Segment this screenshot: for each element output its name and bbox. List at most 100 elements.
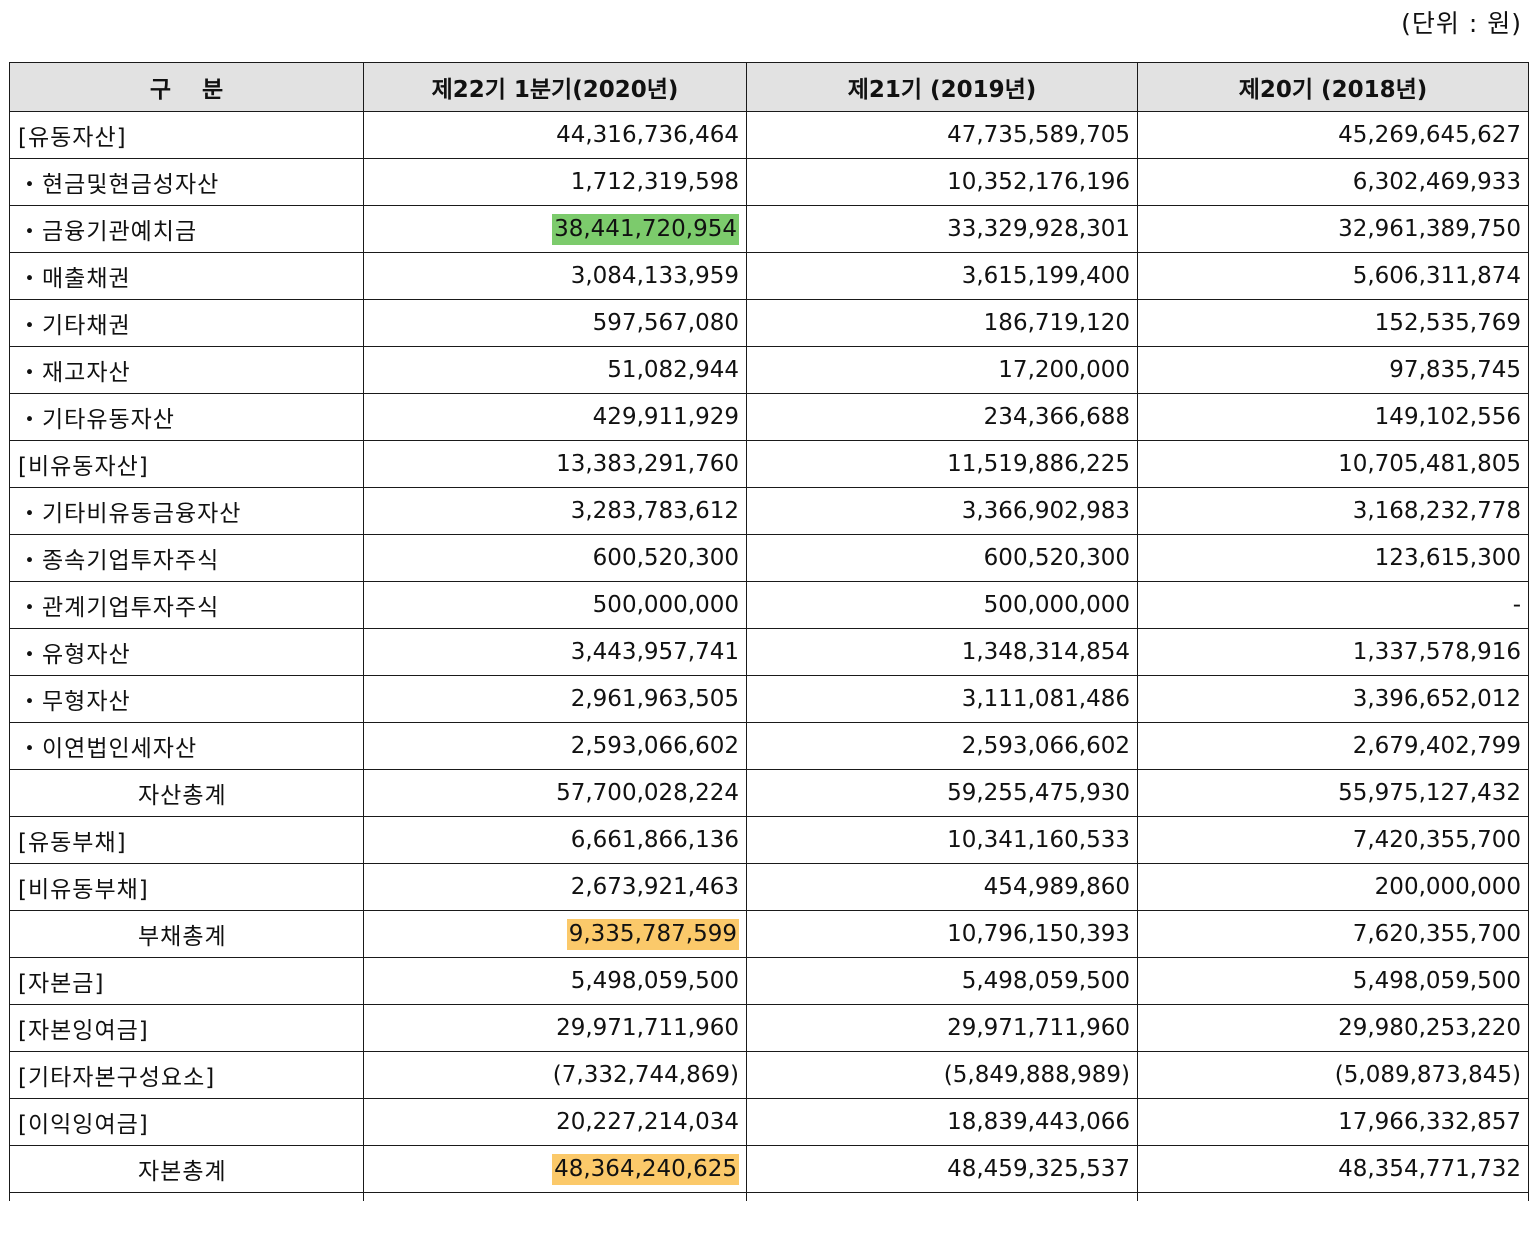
- table-row: ・현금및현금성자산 1,712,319,598 10,352,176,196 6,30…: [9, 158, 1529, 206]
- cell-value: 17,200,000: [746, 346, 1138, 394]
- table-row: ・기타비유동금융자산 3,283,783,612 3,366,902,983 3,16…: [9, 487, 1529, 535]
- row-label: ・유형자산: [9, 628, 364, 676]
- cell-value: 10,705,481,805: [1137, 440, 1529, 488]
- cell-value: 5,498,059,500: [363, 957, 747, 1005]
- cell-value: 3,111,081,486: [746, 675, 1138, 723]
- cell-value: 429,911,929: [363, 393, 747, 441]
- cell-value: 152,535,769: [1137, 299, 1529, 347]
- cell-value: 47,735,589,705: [746, 111, 1138, 159]
- table-row: ・매출채권 3,084,133,959 3,615,199,400 5,606,311…: [9, 252, 1529, 300]
- cell-value: 7,620,355,700: [1137, 910, 1529, 958]
- row-label: ・무형자산: [9, 675, 364, 723]
- row-label: ・금융기관예치금: [9, 205, 364, 253]
- cell-value: 48,459,325,537: [746, 1145, 1138, 1193]
- table-row: ・재고자산 51,082,944 17,200,000 97,835,745: [9, 346, 1529, 394]
- table-row: [자본금] 5,498,059,500 5,498,059,500 5,498,059…: [9, 957, 1529, 1005]
- balance-sheet-table: 구 분 제22기 1분기(2020년) 제21기 (2019년) 제20기 (2…: [9, 62, 1529, 1201]
- cell-value: 29,971,711,960: [363, 1004, 747, 1052]
- cell-value: 48,364,240,625: [363, 1145, 747, 1193]
- cell-value: 600,520,300: [363, 534, 747, 582]
- cell-value: 234,366,688: [746, 393, 1138, 441]
- table-row: [이익잉여금] 20,227,214,034 18,839,443,066 17,96…: [9, 1098, 1529, 1146]
- empty-cell: [9, 1192, 364, 1201]
- cell-value: 10,796,150,393: [746, 910, 1138, 958]
- row-label: ・재고자산: [9, 346, 364, 394]
- cell-value: 13,383,291,760: [363, 440, 747, 488]
- cell-value: 600,520,300: [746, 534, 1138, 582]
- row-label: ・기타비유동금융자산: [9, 487, 364, 535]
- table-row: ・관계기업투자주식 500,000,000 500,000,000-: [9, 581, 1529, 629]
- cell-value: 5,498,059,500: [1137, 957, 1529, 1005]
- cell-value: 11,519,886,225: [746, 440, 1138, 488]
- cell-value: 3,443,957,741: [363, 628, 747, 676]
- cell-value: 123,615,300: [1137, 534, 1529, 582]
- cell-value: 6,302,469,933: [1137, 158, 1529, 206]
- highlighted-value: 38,441,720,954: [552, 213, 739, 245]
- cell-value: 1,712,319,598: [363, 158, 747, 206]
- cell-value: 3,168,232,778: [1137, 487, 1529, 535]
- cell-value: 3,396,652,012: [1137, 675, 1529, 723]
- cell-value: 7,420,355,700: [1137, 816, 1529, 864]
- row-label: 자본총계: [9, 1145, 364, 1193]
- table-row: ・기타채권 597,567,080 186,719,120 152,535,769: [9, 299, 1529, 347]
- cell-value: 45,269,645,627: [1137, 111, 1529, 159]
- table-row: 자본총계 48,364,240,625 48,459,325,537 48,354,7…: [9, 1145, 1529, 1193]
- table-row: ・유형자산 3,443,957,741 1,348,314,854 1,337,578…: [9, 628, 1529, 676]
- row-label: [비유동부채]: [9, 863, 364, 911]
- row-label: ・기타유동자산: [9, 393, 364, 441]
- cell-value: 2,673,921,463: [363, 863, 747, 911]
- cell-value: 1,337,578,916: [1137, 628, 1529, 676]
- table-row: ・기타유동자산 429,911,929 234,366,688 149,102,556: [9, 393, 1529, 441]
- cell-value: 149,102,556: [1137, 393, 1529, 441]
- cell-value: 5,606,311,874: [1137, 252, 1529, 300]
- cell-value: 29,980,253,220: [1137, 1004, 1529, 1052]
- cell-value: 59,255,475,930: [746, 769, 1138, 817]
- table-row: 부채총계 9,335,787,599 10,796,150,393 7,620,355…: [9, 910, 1529, 958]
- row-label: 자산총계: [9, 769, 364, 817]
- highlighted-value: 48,364,240,625: [552, 1153, 739, 1185]
- cell-value: 32,961,389,750: [1137, 205, 1529, 253]
- highlighted-value: 9,335,787,599: [566, 918, 739, 950]
- row-label: ・관계기업투자주식: [9, 581, 364, 629]
- cell-value: 3,366,902,983: [746, 487, 1138, 535]
- table-row: [유동자산] 44,316,736,464 47,735,589,705 45,269…: [9, 111, 1529, 159]
- row-label: ・이연법인세자산: [9, 722, 364, 770]
- cell-value: -: [1137, 581, 1529, 629]
- cell-value: 38,441,720,954: [363, 205, 747, 253]
- row-label: [비유동자산]: [9, 440, 364, 488]
- cell-value: 57,700,028,224: [363, 769, 747, 817]
- header-period-22: 제22기 1분기(2020년): [363, 62, 747, 112]
- cell-value: 20,227,214,034: [363, 1098, 747, 1146]
- row-label: 부채총계: [9, 910, 364, 958]
- table-header-row: 구 분 제22기 1분기(2020년) 제21기 (2019년) 제20기 (2…: [9, 62, 1529, 112]
- row-label: [기타자본구성요소]: [9, 1051, 364, 1099]
- row-label: ・매출채권: [9, 252, 364, 300]
- cell-value: 10,352,176,196: [746, 158, 1138, 206]
- empty-cell: [1137, 1192, 1529, 1201]
- cell-value: 500,000,000: [363, 581, 747, 629]
- row-label: [이익잉여금]: [9, 1098, 364, 1146]
- row-label: [자본잉여금]: [9, 1004, 364, 1052]
- header-period-20: 제20기 (2018년): [1137, 62, 1529, 112]
- cell-value: 2,679,402,799: [1137, 722, 1529, 770]
- cell-value: 6,661,866,136: [363, 816, 747, 864]
- row-label: [유동부채]: [9, 816, 364, 864]
- cell-value: 5,498,059,500: [746, 957, 1138, 1005]
- row-label: ・종속기업투자주식: [9, 534, 364, 582]
- cell-value: 597,567,080: [363, 299, 747, 347]
- cell-value: 10,341,160,533: [746, 816, 1138, 864]
- cell-value: (7,332,744,869): [363, 1051, 747, 1099]
- table-row: [유동부채] 6,661,866,136 10,341,160,533 7,420,3…: [9, 816, 1529, 864]
- cell-value: 3,615,199,400: [746, 252, 1138, 300]
- cell-value: 2,593,066,602: [363, 722, 747, 770]
- table-row: 자산총계 57,700,028,224 59,255,475,930 55,975,1…: [9, 769, 1529, 817]
- cell-value: 1,348,314,854: [746, 628, 1138, 676]
- table-row: ・무형자산 2,961,963,505 3,111,081,486 3,396,652…: [9, 675, 1529, 723]
- table-row: ・이연법인세자산 2,593,066,602 2,593,066,602 2,679,…: [9, 722, 1529, 770]
- cell-value: 17,966,332,857: [1137, 1098, 1529, 1146]
- cell-value: 33,329,928,301: [746, 205, 1138, 253]
- table-row: [비유동부채] 2,673,921,463 454,989,860 200,000,0…: [9, 863, 1529, 911]
- cell-value: 18,839,443,066: [746, 1098, 1138, 1146]
- table-row: [기타자본구성요소] (7,332,744,869) (5,849,888,989)…: [9, 1051, 1529, 1099]
- empty-cell: [746, 1192, 1138, 1201]
